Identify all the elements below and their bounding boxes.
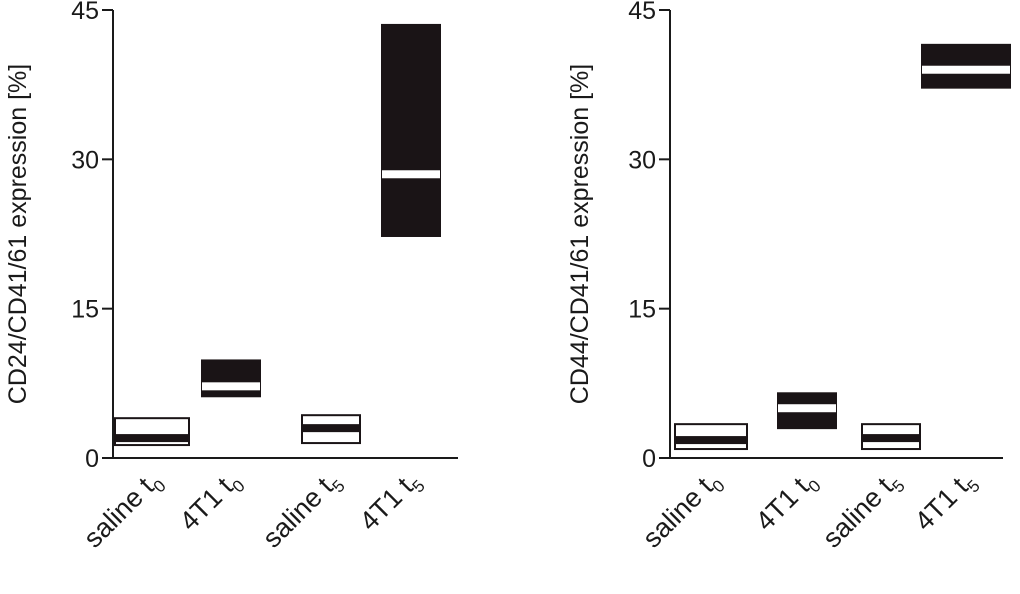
box-1 bbox=[114, 417, 190, 447]
category-name: saline t bbox=[637, 471, 719, 553]
box-3 bbox=[301, 414, 361, 445]
box-median bbox=[863, 434, 919, 443]
y-tick-label: 30 bbox=[71, 146, 99, 174]
box-iqr bbox=[201, 359, 261, 398]
category-name: saline t bbox=[817, 471, 899, 553]
box-median bbox=[382, 170, 440, 179]
y-tick-label: 0 bbox=[85, 445, 99, 473]
box-4 bbox=[381, 23, 441, 237]
box-median bbox=[922, 65, 1010, 74]
box-median bbox=[778, 404, 836, 413]
category-name: 4T1 t bbox=[354, 471, 419, 536]
y-axis-label: CD44/CD41/61 expression [%] bbox=[566, 64, 594, 404]
category-name: saline t bbox=[78, 471, 160, 553]
x-tick-label: saline t0 bbox=[78, 465, 170, 557]
box-3 bbox=[861, 423, 921, 451]
y-tick-label: 0 bbox=[642, 445, 656, 473]
x-tick-label: saline t0 bbox=[637, 465, 729, 557]
y-tick-label: 15 bbox=[628, 296, 656, 324]
category-name: saline t bbox=[257, 471, 339, 553]
x-tick-label: saline t5 bbox=[817, 465, 909, 557]
box-median bbox=[676, 436, 746, 445]
box-2 bbox=[777, 392, 837, 430]
y-tick-label: 15 bbox=[71, 296, 99, 324]
x-tick-label: saline t5 bbox=[257, 465, 349, 557]
box-median bbox=[202, 382, 260, 391]
category-name: 4T1 t bbox=[909, 471, 974, 536]
y-axis-label: CD24/CD41/61 expression [%] bbox=[4, 64, 32, 404]
box-iqr bbox=[381, 23, 441, 237]
category-name: 4T1 t bbox=[174, 471, 239, 536]
box-2 bbox=[201, 359, 261, 398]
box-1 bbox=[674, 423, 748, 451]
chart-panel-2: 0 15 30 45 CD44/CD41/61 expression [%] saline… bbox=[566, 0, 1011, 557]
box-median bbox=[116, 434, 188, 443]
x-tick-label: 4T1 t5 bbox=[354, 465, 429, 540]
chart-panel-1: 0 15 30 45 CD24/CD41/61 expression [%] saline… bbox=[4, 0, 458, 557]
y-tick-label: 45 bbox=[628, 0, 656, 25]
category-name: 4T1 t bbox=[750, 471, 815, 536]
y-tick-label: 30 bbox=[628, 146, 656, 174]
box-median bbox=[303, 424, 359, 433]
y-tick-label: 45 bbox=[71, 0, 99, 25]
box-4 bbox=[921, 43, 1011, 89]
x-tick-label: 4T1 t0 bbox=[750, 465, 825, 540]
x-tick-label: 4T1 t5 bbox=[909, 465, 984, 540]
x-tick-label: 4T1 t0 bbox=[174, 465, 249, 540]
